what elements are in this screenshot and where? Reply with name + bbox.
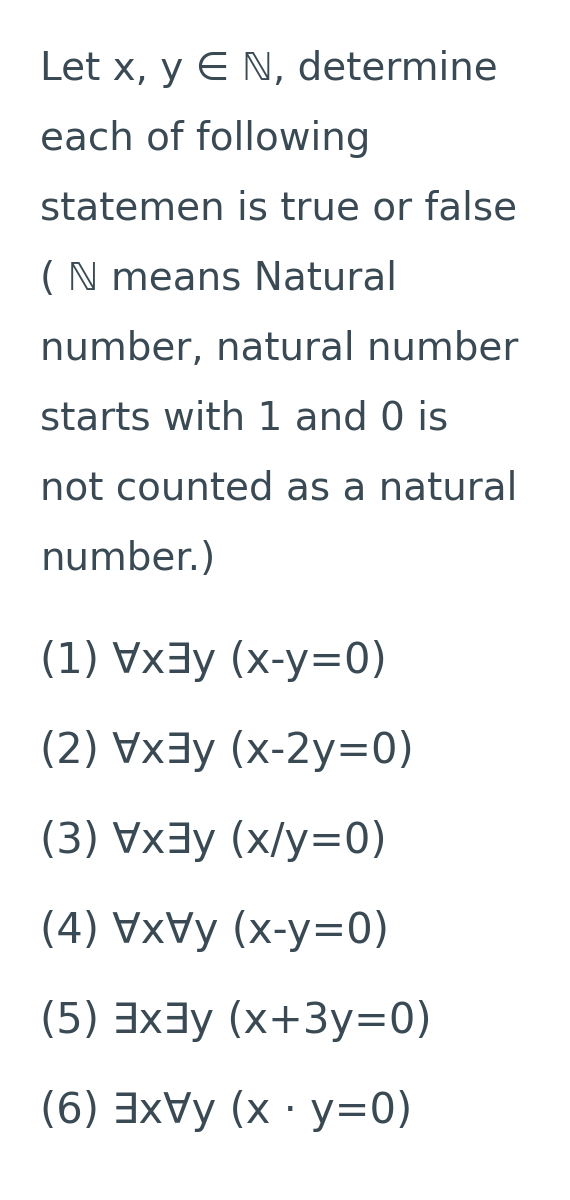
Text: statemen is true or false: statemen is true or false: [40, 190, 517, 228]
Text: Let x, y ∈ ℕ, determine: Let x, y ∈ ℕ, determine: [40, 50, 498, 88]
Text: (6) ∃x∀y (x · y=0): (6) ∃x∀y (x · y=0): [40, 1090, 412, 1132]
Text: (2) ∀x∃y (x-2y=0): (2) ∀x∃y (x-2y=0): [40, 730, 414, 772]
Text: (4) ∀x∀y (x-y=0): (4) ∀x∀y (x-y=0): [40, 910, 389, 952]
Text: starts with 1 and 0 is: starts with 1 and 0 is: [40, 400, 448, 438]
Text: (5) ∃x∃y (x+3y=0): (5) ∃x∃y (x+3y=0): [40, 1000, 431, 1042]
Text: (3) ∀x∃y (x/y=0): (3) ∀x∃y (x/y=0): [40, 820, 386, 862]
Text: each of following: each of following: [40, 120, 370, 158]
Text: not counted as a natural: not counted as a natural: [40, 470, 518, 508]
Text: number.): number.): [40, 540, 215, 578]
Text: number, natural number: number, natural number: [40, 330, 518, 368]
Text: (1) ∀x∃y (x-y=0): (1) ∀x∃y (x-y=0): [40, 640, 387, 682]
Text: ( ℕ means Natural: ( ℕ means Natural: [40, 260, 397, 298]
